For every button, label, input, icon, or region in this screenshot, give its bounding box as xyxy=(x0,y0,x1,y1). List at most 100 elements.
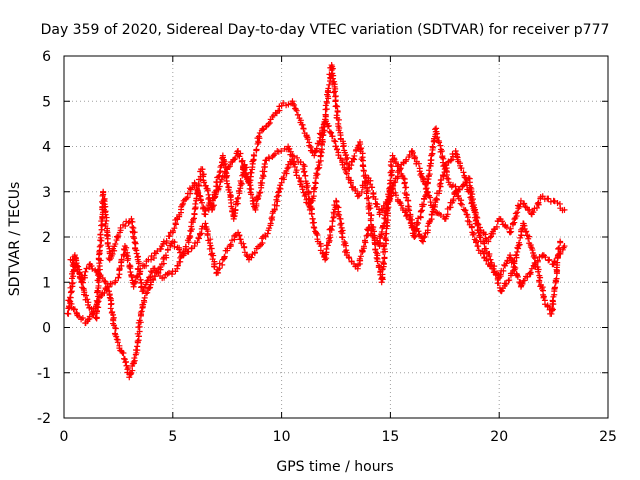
data-point-trace xyxy=(524,273,531,280)
data-point-trace xyxy=(81,272,88,279)
data-point-trace xyxy=(426,171,433,178)
data-point-trace xyxy=(327,232,334,239)
data-point-trace xyxy=(402,184,409,191)
data-point-trace xyxy=(527,269,534,276)
data-point-trace xyxy=(247,182,254,189)
y-tick-label: 5 xyxy=(42,94,51,110)
data-point-trace xyxy=(371,232,378,239)
data-point-trace xyxy=(141,284,148,291)
data-point-trace xyxy=(193,195,200,202)
data-point-trace xyxy=(360,243,367,250)
data-point-trace xyxy=(204,232,211,239)
data-point-trace xyxy=(207,242,214,249)
data-point-trace xyxy=(503,224,510,231)
data-point-trace xyxy=(112,325,119,332)
data-point-trace xyxy=(406,152,413,159)
data-point xyxy=(550,261,557,268)
data-point-trace xyxy=(335,116,342,123)
data-point-trace xyxy=(324,242,331,249)
data-point-trace xyxy=(222,164,229,171)
data-point-trace xyxy=(434,196,441,203)
data-point-trace xyxy=(403,156,410,163)
data-point-trace xyxy=(361,237,368,244)
data-point-trace xyxy=(308,210,315,217)
data-point-trace xyxy=(103,217,110,224)
data-point-trace xyxy=(511,216,518,223)
data-point-trace xyxy=(113,336,120,343)
data-point-trace xyxy=(364,195,371,202)
data-point-trace xyxy=(214,183,221,190)
data-point-trace xyxy=(385,195,392,202)
data-point-trace xyxy=(417,214,424,221)
data-point-trace xyxy=(487,234,494,241)
data-point-trace xyxy=(493,223,500,230)
data-point-trace xyxy=(183,195,190,202)
y-tick-label: -1 xyxy=(37,366,51,382)
axis-ticks xyxy=(63,55,609,419)
data-point-trace xyxy=(278,148,285,154)
data-point-trace xyxy=(459,182,466,189)
data-point-trace xyxy=(115,274,122,281)
data-point-trace xyxy=(242,170,249,177)
data-point-trace xyxy=(530,253,537,260)
data-point-trace xyxy=(551,284,558,291)
data-point-trace xyxy=(408,216,415,223)
data-point-trace xyxy=(542,254,549,261)
data-point-trace xyxy=(386,185,393,192)
data-point-trace xyxy=(316,161,323,168)
data-point-trace xyxy=(239,172,246,179)
data-point xyxy=(76,270,83,277)
data-point-trace xyxy=(101,277,108,284)
data-point-trace xyxy=(112,241,119,248)
chart-title: Day 359 of 2020, Sidereal Day-to-day VTE… xyxy=(41,22,610,38)
x-tick-label: 5 xyxy=(168,429,177,445)
data-point-trace xyxy=(84,296,91,303)
data-point-trace xyxy=(292,169,299,176)
data-point-trace xyxy=(540,293,547,300)
data-point-trace xyxy=(293,107,300,114)
data-point-trace xyxy=(452,183,459,190)
data-point-trace xyxy=(388,163,395,170)
data-point-trace xyxy=(337,221,344,228)
data-point-trace xyxy=(93,303,100,310)
data-point-trace xyxy=(131,355,138,362)
data-point-trace xyxy=(483,257,490,264)
data-point-trace xyxy=(303,184,310,191)
data-point-trace xyxy=(164,246,171,253)
data-point-trace xyxy=(312,184,319,191)
data-point-trace xyxy=(136,271,143,278)
data-point-trace xyxy=(434,134,441,141)
data-point-trace xyxy=(224,180,231,187)
data-point xyxy=(71,252,78,259)
data-point-trace xyxy=(95,293,102,300)
data-point-trace xyxy=(64,310,71,317)
data-point-trace xyxy=(146,274,153,281)
data-point-trace xyxy=(334,146,341,153)
data-point-trace xyxy=(138,308,145,315)
data-point-trace xyxy=(413,219,420,226)
data-point-trace xyxy=(522,229,529,236)
data-point-trace xyxy=(186,232,193,239)
data-point-trace xyxy=(85,316,92,323)
data-point-trace xyxy=(229,208,236,215)
data-point-trace xyxy=(460,169,467,176)
data-point-trace xyxy=(512,252,519,259)
data-point-trace xyxy=(545,257,552,264)
data-point-trace xyxy=(221,253,228,260)
data-point-trace xyxy=(521,277,528,284)
data-point-trace xyxy=(340,143,347,150)
data-point-trace xyxy=(428,151,435,158)
data-point-trace xyxy=(205,196,212,203)
data-point-trace xyxy=(259,125,266,132)
data-point-trace xyxy=(521,200,528,207)
data-point-trace xyxy=(362,179,369,186)
data-point-trace xyxy=(196,235,203,242)
data-point-trace xyxy=(157,245,164,252)
data-point-trace xyxy=(268,215,275,222)
data-point-trace xyxy=(346,165,353,172)
data-point-trace xyxy=(537,274,544,281)
data-point-trace xyxy=(124,257,131,264)
data-point-trace xyxy=(251,152,258,159)
data-points xyxy=(64,62,568,381)
data-point-trace xyxy=(198,199,205,206)
